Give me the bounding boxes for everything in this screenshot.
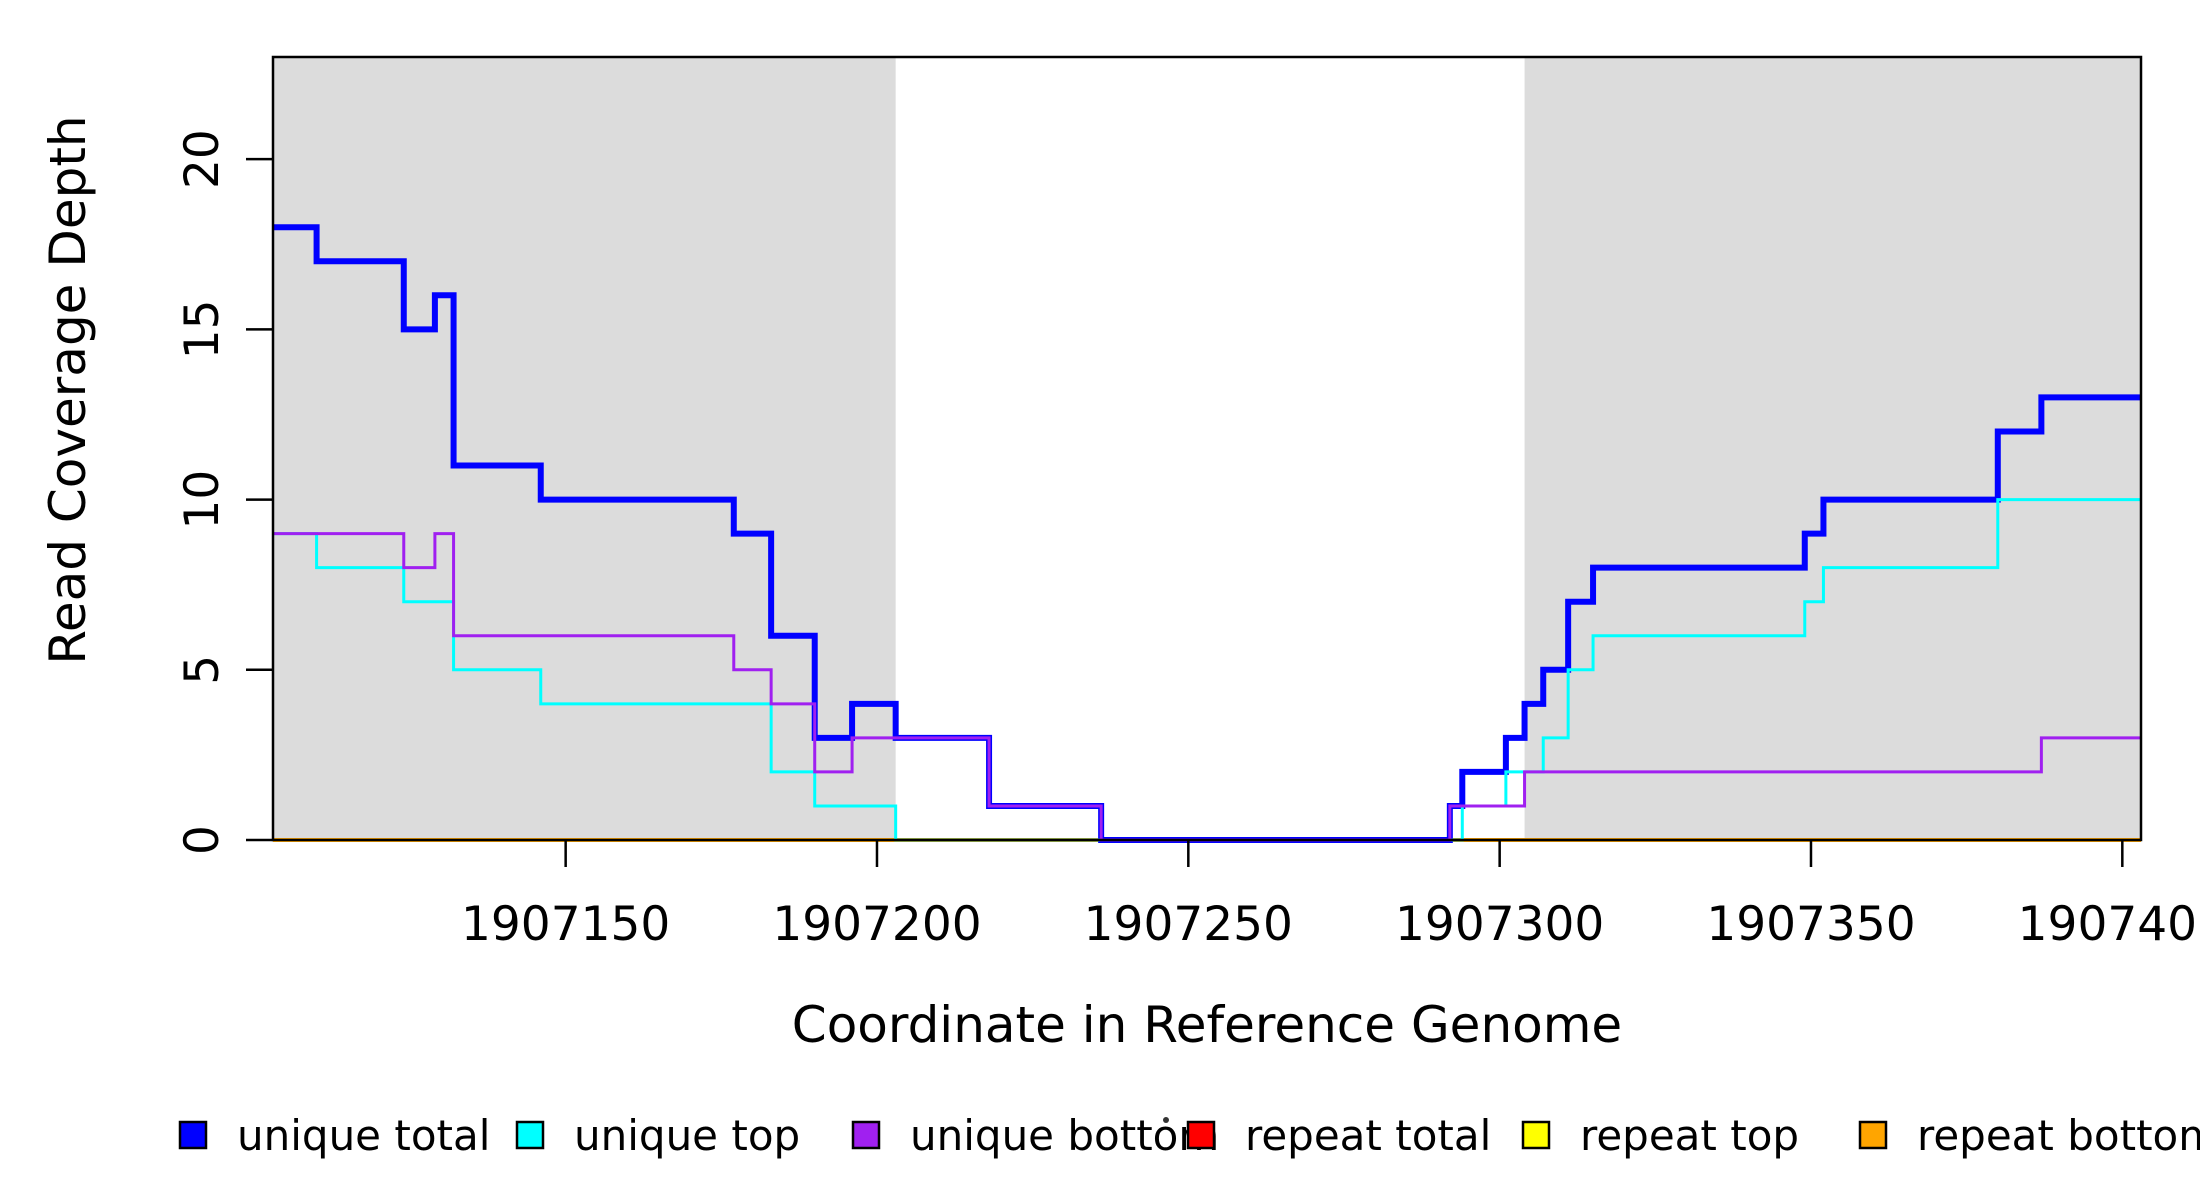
legend-item-unique-total: unique total [178, 1111, 490, 1160]
y-axis-ticks: 0 5 10 15 20 [175, 129, 273, 855]
stray-dot [1163, 1117, 1169, 1123]
legend-label: repeat top [1580, 1111, 1799, 1160]
legend-label: unique bottom [910, 1111, 1219, 1160]
legend-item-repeat-total: repeat total [1186, 1111, 1491, 1160]
x-tick-label: 1907250 [1084, 897, 1293, 952]
legend: unique total unique top unique bottom repea… [178, 1111, 2200, 1160]
x-tick-label: 1907200 [772, 897, 981, 952]
legend-swatch-repeat-bottom [1858, 1120, 1888, 1150]
legend-swatch-repeat-top [1521, 1120, 1551, 1150]
shaded-bands [273, 57, 2141, 840]
legend-item-unique-top: unique top [515, 1111, 800, 1160]
x-axis-ticks: 1907150 1907200 1907250 1907300 1907350 19074… [461, 840, 2200, 952]
legend-swatch-unique-total [178, 1120, 208, 1150]
x-tick-label: 1907300 [1395, 897, 1604, 952]
legend-swatch-unique-bottom [851, 1120, 881, 1150]
legend-label: repeat total [1245, 1111, 1491, 1160]
legend-item-repeat-top: repeat top [1521, 1111, 1799, 1160]
x-tick-label: 1907150 [461, 897, 670, 952]
x-axis-title: Coordinate in Reference Genome [792, 996, 1622, 1054]
x-tick-label: 1907350 [1706, 897, 1915, 952]
legend-label: repeat bottom [1917, 1111, 2200, 1160]
series-line-unique-bottom [273, 532, 2141, 842]
legend-item-repeat-bottom: repeat bottom [1858, 1111, 2200, 1160]
legend-label: unique top [574, 1111, 800, 1160]
y-tick-label: 10 [175, 470, 230, 530]
left-gray-band [273, 57, 896, 840]
legend-swatch-repeat-total [1186, 1120, 1216, 1150]
y-tick-label: 0 [175, 825, 230, 855]
legend-label: unique total [237, 1111, 490, 1160]
legend-swatch-unique-top [515, 1120, 545, 1150]
y-tick-label: 15 [175, 299, 230, 359]
plot-frame [271, 55, 2143, 842]
y-axis-title: Read Coverage Depth [39, 115, 97, 664]
y-tick-label: 5 [175, 655, 230, 685]
right-gray-band [1524, 57, 2141, 840]
y-tick-label: 20 [175, 129, 230, 189]
